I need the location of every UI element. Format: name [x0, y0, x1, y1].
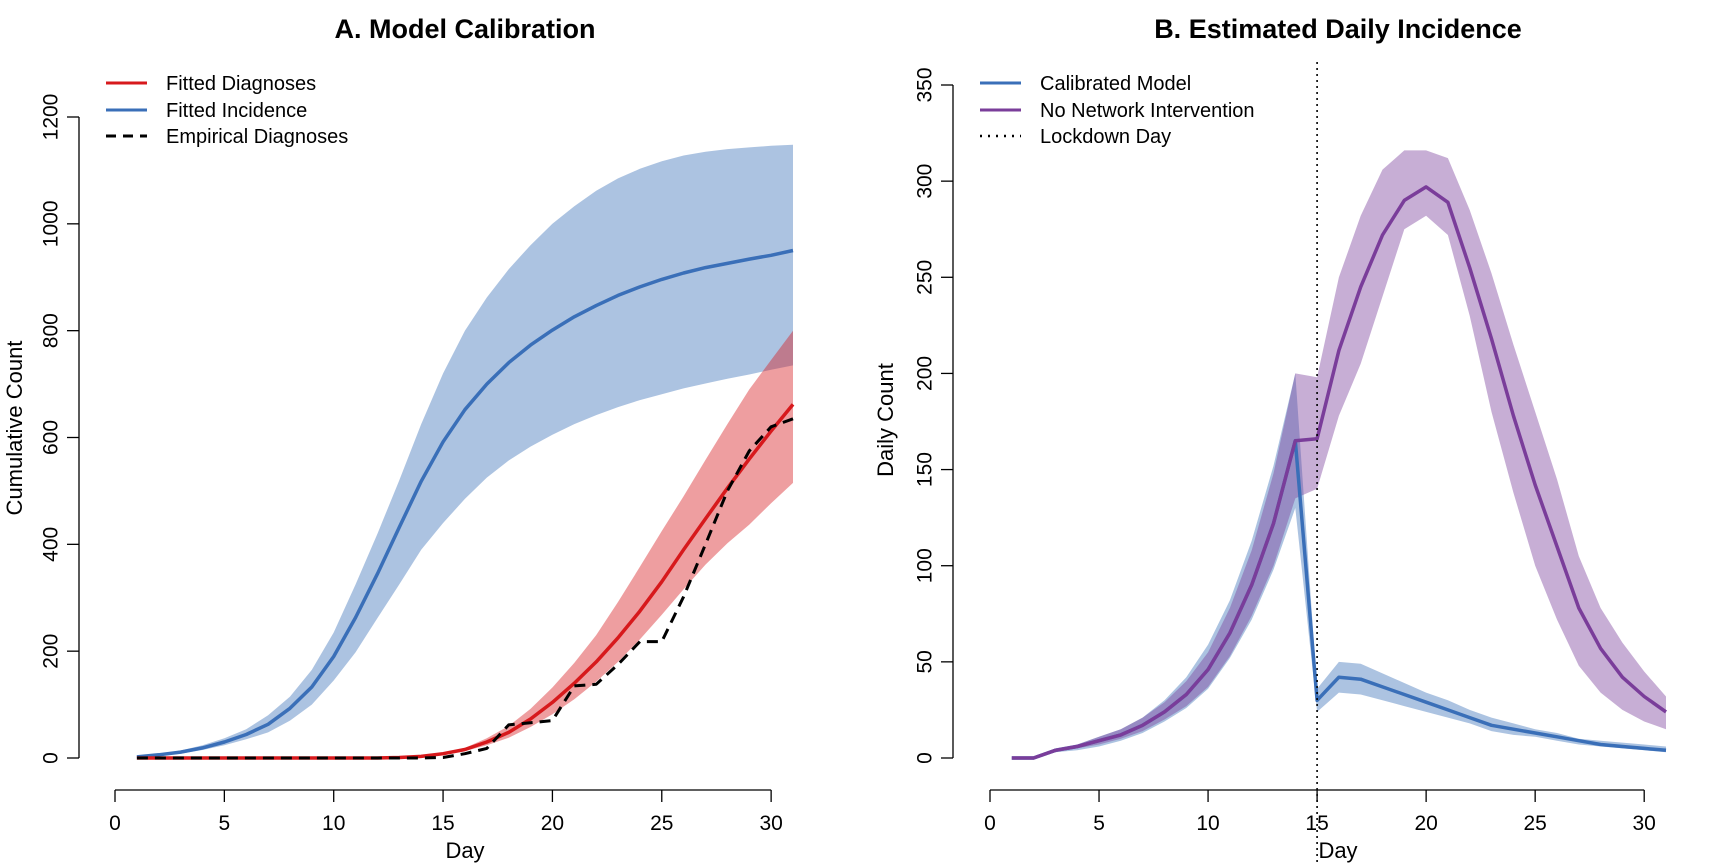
y-tick-label: 200	[40, 634, 63, 669]
panel-b-x-axis-label: Day	[1318, 838, 1357, 863]
panel-b-title: B. Estimated Daily Incidence	[1154, 14, 1522, 44]
fitted-incidence-band	[136, 144, 793, 759]
panel-b-lines	[1011, 62, 1668, 864]
panel-b-legend: Calibrated Model No Network Intervention…	[980, 73, 1255, 148]
no-network-intervention-band	[1011, 150, 1666, 758]
legend-label-no-network-intervention: No Network Intervention	[1040, 100, 1255, 122]
x-tick-label: 20	[541, 812, 564, 835]
panel-b-y-axis-label: Daily Count	[873, 363, 898, 477]
panel-a-lines	[136, 248, 795, 760]
x-tick-label: 0	[984, 812, 996, 835]
y-tick-label: 250	[914, 260, 937, 295]
y-tick-label: 400	[40, 527, 63, 562]
panel-a-bands	[136, 144, 793, 759]
legend-label-empirical-diagnoses: Empirical Diagnoses	[166, 126, 348, 148]
x-tick-label: 30	[1633, 812, 1656, 835]
panel-b: B. Estimated Daily Incidence 0 5 10 15 20 25 3…	[873, 14, 1668, 864]
x-tick-label: 15	[1305, 812, 1328, 835]
panel-a-y-axis-label: Cumulative Count	[2, 341, 27, 516]
x-tick-label: 25	[1523, 812, 1546, 835]
calibrated-model-band	[1011, 373, 1666, 758]
legend-label-lockdown-day: Lockdown Day	[1040, 126, 1171, 148]
y-tick-label: 600	[40, 420, 63, 455]
x-tick-label: 10	[322, 812, 345, 835]
panel-a-x-axis-label: Day	[445, 838, 484, 863]
y-tick-label: 0	[40, 752, 63, 764]
panel-a-title: A. Model Calibration	[334, 14, 595, 44]
legend-label-fitted-incidence: Fitted Incidence	[166, 100, 307, 122]
y-tick-label: 1200	[40, 94, 63, 141]
y-tick-label: 200	[914, 356, 937, 391]
x-tick-label: 15	[431, 812, 454, 835]
x-tick-label: 10	[1196, 812, 1219, 835]
x-tick-label: 5	[1093, 812, 1105, 835]
y-tick-label: 0	[914, 752, 937, 764]
y-tick-label: 800	[40, 313, 63, 348]
legend-label-fitted-diagnoses: Fitted Diagnoses	[166, 73, 316, 95]
y-tick-label: 50	[914, 650, 937, 673]
legend-label-calibrated-model: Calibrated Model	[1040, 73, 1191, 95]
x-tick-label: 25	[650, 812, 673, 835]
no-network-intervention-line	[1011, 185, 1668, 760]
x-tick-label: 30	[759, 812, 782, 835]
y-tick-label: 1000	[40, 200, 63, 247]
x-tick-label: 0	[109, 812, 121, 835]
panel-a-axes: 0 5 10 15 20 25 30 0 200 400 600 800 1000 1200	[40, 94, 783, 835]
x-tick-label: 5	[219, 812, 231, 835]
panel-b-bands	[1011, 150, 1666, 758]
fitted-diagnoses-band	[136, 330, 793, 758]
panel-a: A. Model Calibration 0 5 10 15 20 25 30 0 200 400…	[2, 14, 795, 863]
x-tick-label: 20	[1414, 812, 1437, 835]
empirical-diagnoses-line	[136, 417, 794, 760]
fitted-incidence-line	[136, 248, 794, 759]
y-tick-label: 150	[914, 452, 937, 487]
y-tick-label: 300	[914, 164, 937, 199]
y-tick-label: 100	[914, 548, 937, 583]
y-tick-label: 350	[914, 67, 937, 102]
panel-a-legend: Fitted Diagnoses Fitted Incidence Empiri…	[106, 73, 348, 148]
